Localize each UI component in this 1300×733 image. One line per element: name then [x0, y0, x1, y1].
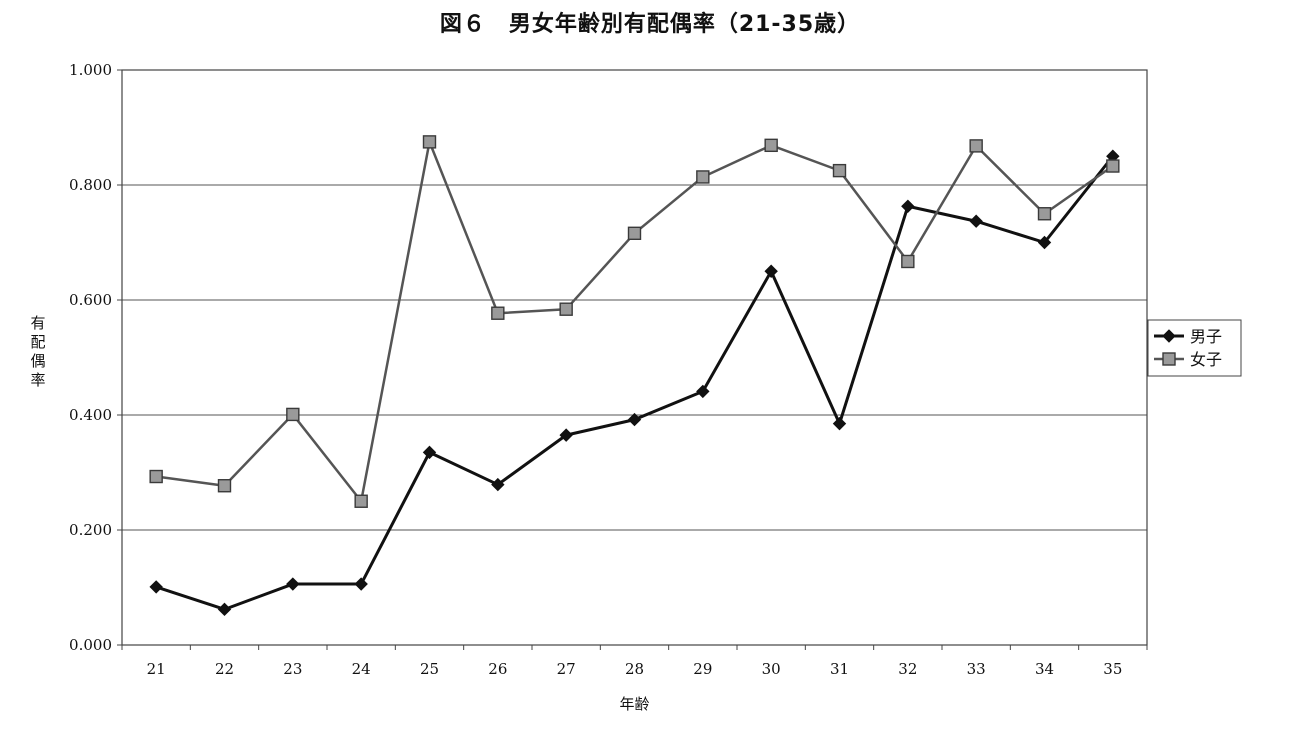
y-axis-title: 有配偶率 — [30, 314, 45, 389]
x-tick-label: 23 — [283, 660, 302, 678]
x-tick-label: 34 — [1035, 660, 1054, 678]
data-point — [764, 138, 778, 153]
data-point — [491, 477, 505, 492]
data-point — [217, 602, 232, 617]
data-point — [627, 226, 642, 241]
data-point — [969, 214, 983, 228]
data-point — [832, 163, 847, 178]
data-point — [286, 577, 300, 591]
legend-entry: 女子 — [1154, 350, 1222, 369]
x-tick-label: 29 — [693, 660, 712, 678]
legend-label: 男子 — [1190, 327, 1222, 346]
x-tick-label: 33 — [967, 660, 986, 678]
chart-title: 図６ 男女年齢別有配偶率（21-35歳） — [439, 12, 861, 37]
y-tick-label: 0.600 — [69, 291, 112, 309]
series-line — [155, 140, 1114, 503]
legend-marker — [1162, 329, 1176, 343]
data-point — [559, 428, 573, 442]
x-tick-label: 30 — [762, 660, 781, 678]
data-point — [764, 264, 778, 278]
data-point — [217, 479, 232, 493]
data-point — [1106, 159, 1120, 173]
x-tick-label: 21 — [147, 660, 166, 678]
y-axis-ticks: 0.000 0.200 0.400 0.600 0.800 1.000 — [69, 61, 122, 654]
y-tick-label: 0.200 — [69, 521, 112, 539]
x-tick-label: 24 — [352, 660, 371, 678]
y-axis-title-char: 有 — [30, 314, 45, 332]
y-tick-label: 1.000 — [69, 61, 112, 79]
x-tick-label: 32 — [898, 660, 917, 678]
plot-area-frame — [121, 69, 1148, 646]
data-point — [901, 254, 915, 269]
data-point — [149, 469, 163, 484]
x-tick-label: 26 — [488, 660, 507, 678]
data-point — [832, 416, 847, 431]
legend-marker — [1162, 352, 1176, 366]
data-point — [696, 170, 710, 184]
legend-box — [1147, 319, 1242, 377]
data-point — [627, 412, 642, 427]
data-series — [149, 135, 1120, 617]
data-point — [422, 135, 437, 149]
data-point — [354, 577, 368, 591]
x-tick-label: 22 — [215, 660, 234, 678]
x-tick-label: 27 — [557, 660, 576, 678]
series-female — [149, 135, 1120, 508]
data-point — [286, 407, 300, 422]
x-tick-label: 35 — [1103, 660, 1122, 678]
x-tick-label: 25 — [420, 660, 439, 678]
legend-label: 女子 — [1190, 350, 1222, 369]
data-point — [696, 384, 710, 399]
series-line — [155, 155, 1115, 611]
y-axis-title-char: 配 — [30, 333, 45, 351]
data-point — [149, 580, 163, 594]
x-tick-label: 31 — [830, 660, 849, 678]
data-point — [422, 445, 437, 460]
y-axis-title-char: 率 — [30, 371, 45, 389]
y-tick-label: 0.400 — [69, 406, 112, 424]
data-point — [1037, 235, 1052, 250]
legend-entry: 男子 — [1154, 327, 1222, 346]
y-tick-label: 0.000 — [69, 636, 112, 654]
data-point — [1037, 207, 1052, 221]
data-point — [969, 139, 983, 153]
x-axis-ticks: 21 22 23 24 25 26 27 28 29 30 31 32 33 34 35 — [121, 645, 1148, 678]
y-axis-title-char: 偶 — [30, 352, 45, 370]
x-tick-label: 28 — [625, 660, 644, 678]
y-tick-label: 0.800 — [69, 176, 112, 194]
data-point — [901, 199, 915, 213]
series-male — [149, 149, 1120, 617]
data-point — [559, 302, 573, 316]
x-axis-title: 年齢 — [619, 695, 649, 713]
data-point — [491, 306, 505, 320]
data-point — [354, 494, 368, 508]
